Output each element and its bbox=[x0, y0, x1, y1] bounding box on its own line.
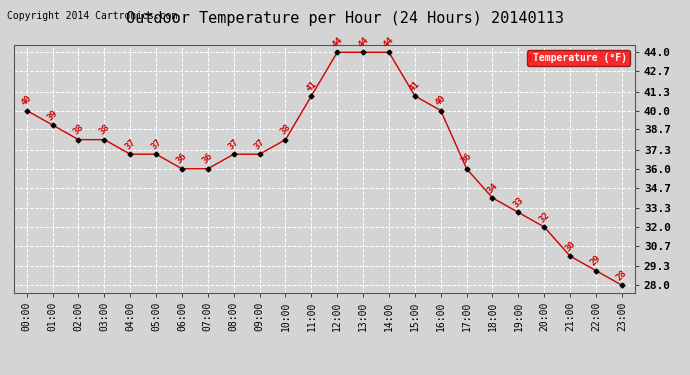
Text: 41: 41 bbox=[304, 79, 318, 93]
Text: 40: 40 bbox=[20, 94, 34, 108]
Text: 28: 28 bbox=[615, 268, 629, 282]
Text: 38: 38 bbox=[97, 123, 111, 137]
Text: 37: 37 bbox=[253, 137, 266, 151]
Text: 38: 38 bbox=[279, 123, 293, 137]
Text: 39: 39 bbox=[46, 108, 59, 122]
Text: 29: 29 bbox=[589, 254, 603, 268]
Text: 38: 38 bbox=[72, 123, 86, 137]
Text: 44: 44 bbox=[356, 35, 370, 50]
Text: 30: 30 bbox=[563, 239, 577, 253]
Text: 44: 44 bbox=[331, 35, 344, 50]
Text: 33: 33 bbox=[511, 195, 525, 210]
Text: 32: 32 bbox=[538, 210, 551, 224]
Legend: Temperature (°F): Temperature (°F) bbox=[527, 50, 630, 66]
Text: 36: 36 bbox=[175, 152, 189, 166]
Text: 36: 36 bbox=[201, 152, 215, 166]
Text: 41: 41 bbox=[408, 79, 422, 93]
Text: Outdoor Temperature per Hour (24 Hours) 20140113: Outdoor Temperature per Hour (24 Hours) … bbox=[126, 11, 564, 26]
Text: 40: 40 bbox=[434, 94, 448, 108]
Text: 34: 34 bbox=[486, 181, 500, 195]
Text: Copyright 2014 Cartronics.com: Copyright 2014 Cartronics.com bbox=[7, 11, 177, 21]
Text: 37: 37 bbox=[124, 137, 137, 151]
Text: 37: 37 bbox=[227, 137, 241, 151]
Text: 44: 44 bbox=[382, 35, 396, 50]
Text: 37: 37 bbox=[149, 137, 163, 151]
Text: 36: 36 bbox=[460, 152, 473, 166]
